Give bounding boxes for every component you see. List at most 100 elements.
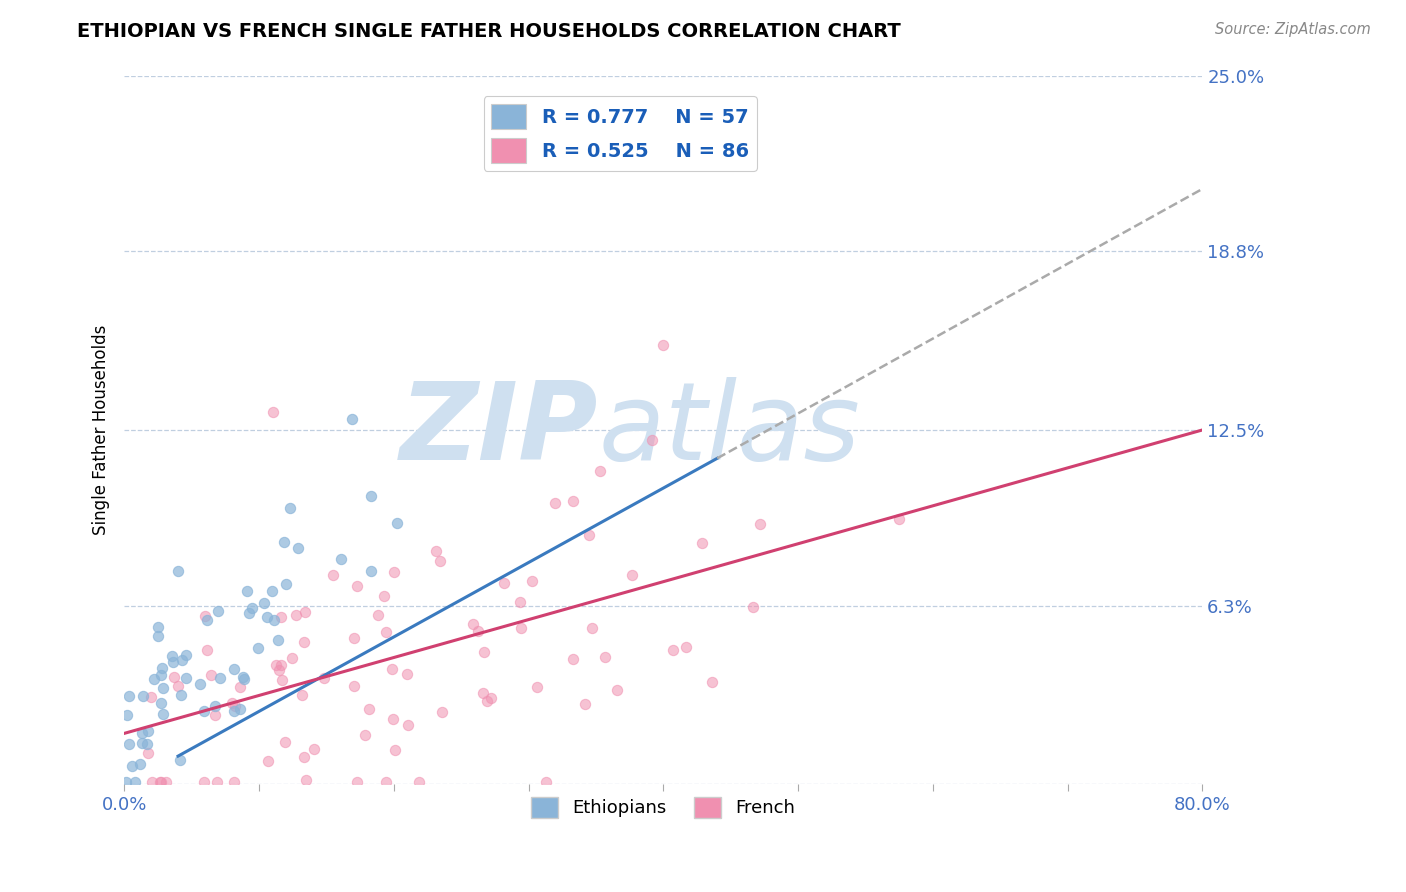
Text: ZIP: ZIP [401, 377, 599, 483]
Point [322, 568, 344, 582]
Point [205, 774, 228, 789]
Point [360, 489, 382, 503]
Point [270, 673, 292, 687]
Point [589, 464, 612, 478]
Point [382, 712, 405, 726]
Point [396, 718, 419, 732]
Point [620, 568, 643, 582]
Point [494, 576, 516, 591]
Point [141, 774, 163, 789]
Point [132, 689, 155, 703]
Point [207, 604, 229, 618]
Point [229, 680, 252, 694]
Point [163, 670, 186, 684]
Point [195, 643, 218, 657]
Point [136, 724, 159, 739]
Y-axis label: Single Father Households: Single Father Households [93, 325, 110, 535]
Point [278, 500, 301, 515]
Point [263, 614, 285, 628]
Point [142, 673, 165, 687]
Point [131, 736, 153, 750]
Point [266, 633, 288, 648]
Point [150, 668, 173, 682]
Point [117, 708, 139, 723]
Point [136, 737, 159, 751]
Point [471, 686, 494, 700]
Point [360, 564, 382, 578]
Point [169, 753, 191, 767]
Point [170, 652, 193, 666]
Point [141, 690, 163, 704]
Point [285, 607, 308, 622]
Text: atlas: atlas [599, 377, 860, 483]
Point [194, 609, 217, 624]
Point [264, 658, 287, 673]
Point [472, 645, 495, 659]
Point [152, 681, 174, 695]
Point [375, 774, 398, 789]
Point [174, 648, 197, 662]
Point [131, 726, 153, 740]
Point [238, 606, 260, 620]
Point [294, 605, 316, 619]
Point [204, 698, 226, 713]
Point [343, 679, 366, 693]
Point [170, 688, 193, 702]
Point [146, 629, 169, 643]
Point [593, 650, 616, 665]
Point [209, 671, 232, 685]
Point [367, 608, 389, 623]
Point [221, 697, 243, 711]
Point [385, 516, 408, 530]
Point [152, 706, 174, 721]
Point [257, 755, 280, 769]
Point [544, 496, 567, 510]
Point [240, 600, 263, 615]
Point [661, 643, 683, 657]
Point [276, 577, 298, 591]
Point [467, 624, 489, 638]
Point [295, 773, 318, 788]
Point [193, 704, 215, 718]
Point [273, 534, 295, 549]
Point [574, 697, 596, 711]
Point [232, 670, 254, 684]
Point [222, 704, 245, 718]
Point [146, 620, 169, 634]
Point [287, 541, 309, 555]
Point [274, 734, 297, 748]
Point [222, 774, 245, 789]
Point [150, 696, 173, 710]
Point [256, 610, 278, 624]
Point [520, 574, 543, 588]
Point [262, 405, 284, 419]
Point [136, 747, 159, 761]
Point [887, 512, 910, 526]
Point [526, 680, 548, 694]
Point [224, 698, 246, 713]
Text: ETHIOPIAN VS FRENCH SINGLE FATHER HOUSEHOLDS CORRELATION CHART: ETHIOPIAN VS FRENCH SINGLE FATHER HOUSEH… [77, 22, 901, 41]
Point [229, 702, 252, 716]
Legend: Ethiopians, French: Ethiopians, French [524, 789, 803, 825]
Point [269, 663, 291, 677]
Point [224, 662, 246, 676]
Point [510, 621, 533, 635]
Point [381, 662, 404, 676]
Point [149, 774, 172, 789]
Point [461, 617, 484, 632]
Point [233, 673, 256, 687]
Point [188, 677, 211, 691]
Point [346, 579, 368, 593]
Point [176, 671, 198, 685]
Point [562, 652, 585, 666]
Point [121, 759, 143, 773]
Point [425, 544, 447, 558]
Point [149, 774, 172, 789]
Point [692, 535, 714, 549]
Text: Source: ZipAtlas.com: Source: ZipAtlas.com [1215, 22, 1371, 37]
Point [292, 749, 315, 764]
Point [340, 411, 363, 425]
Point [281, 651, 304, 665]
Point [408, 774, 430, 789]
Point [396, 667, 419, 681]
